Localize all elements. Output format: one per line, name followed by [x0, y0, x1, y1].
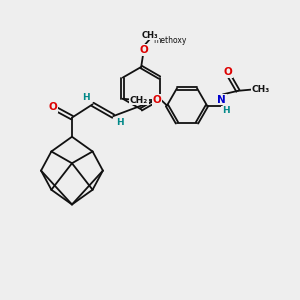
Text: CH₃: CH₃	[142, 31, 158, 40]
Text: CH₂: CH₂	[130, 96, 148, 105]
Text: CH₃: CH₃	[251, 85, 270, 94]
Text: H: H	[222, 106, 230, 115]
Text: H: H	[82, 93, 90, 102]
Text: methoxy: methoxy	[153, 36, 186, 45]
Text: N: N	[218, 94, 226, 105]
Text: O: O	[49, 102, 57, 112]
Text: O: O	[153, 95, 162, 105]
Text: O: O	[139, 45, 148, 55]
Text: O: O	[224, 67, 232, 77]
Text: H: H	[116, 118, 124, 127]
